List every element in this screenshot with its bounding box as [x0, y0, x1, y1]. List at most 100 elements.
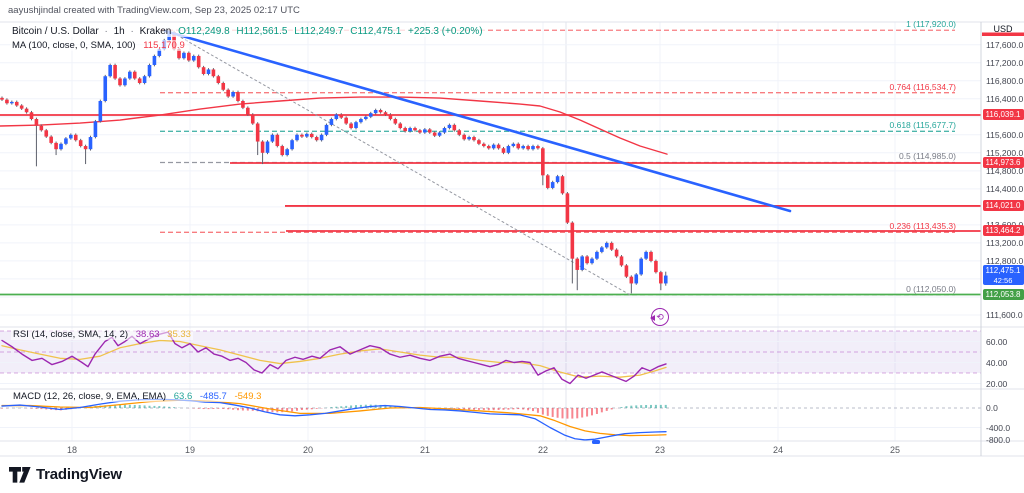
price-tick-label: 116,400.0	[986, 93, 1024, 104]
candle-body	[639, 258, 643, 275]
price-axis-currency-label[interactable]: USD	[993, 24, 1013, 34]
ma-legend[interactable]: MA (100, close, 0, SMA, 100) 115,170.9	[10, 40, 187, 51]
candle-body	[201, 67, 206, 74]
ma-legend-value: 115,170.9	[143, 40, 185, 51]
candle-body	[511, 143, 516, 147]
price-tick-label: 111,600.0	[986, 309, 1023, 320]
candle-body	[260, 141, 265, 153]
tradingview-logo-icon	[9, 466, 31, 483]
candle-body	[177, 49, 181, 59]
candle-body	[83, 146, 88, 150]
candle-body	[614, 249, 619, 257]
cursor-arrow-glyph: ⟲	[656, 311, 664, 322]
time-tick-label: 18	[66, 445, 78, 455]
candle-body	[555, 176, 560, 183]
ma-legend-label[interactable]: MA (100, close, 0, SMA, 100)	[12, 40, 136, 51]
tradingview-logo[interactable]: TradingView	[9, 466, 122, 483]
candle-body	[344, 117, 348, 124]
candle-body	[580, 256, 584, 270]
candle-body	[329, 119, 334, 125]
candle-body	[619, 256, 624, 266]
rsi-legend[interactable]: RSI (14, close, SMA, 14, 2) 38.63 35.33	[11, 329, 193, 340]
candle-body	[265, 141, 270, 153]
rsi-tick-label: 60.00	[986, 336, 1008, 347]
change-value: +225.3 (+0.20%)	[408, 26, 483, 37]
candle-body	[182, 52, 186, 59]
candle-body	[383, 112, 388, 115]
candle-body	[388, 114, 393, 120]
candle-body	[246, 107, 250, 115]
price-tick-label: 117,200.0	[986, 57, 1024, 68]
candle-body	[349, 123, 353, 129]
candle-body	[545, 175, 550, 188]
candle-body	[10, 101, 14, 104]
candle-body	[565, 193, 570, 223]
candle-body	[531, 146, 535, 150]
candle-body	[364, 116, 368, 120]
candle-body	[398, 123, 403, 129]
candle-body	[447, 124, 452, 129]
symbol-title[interactable]: Bitcoin / U.S. Dollar	[12, 26, 99, 37]
macd-legend-label[interactable]: MACD (12, 26, close, 9, EMA, EMA)	[13, 391, 167, 402]
candle-body	[39, 125, 44, 131]
candle-body	[609, 242, 614, 250]
candle-body	[516, 143, 521, 149]
candle-body	[24, 108, 29, 113]
candle-body	[629, 276, 634, 284]
time-axis-marker	[592, 440, 600, 444]
candle-body	[427, 129, 432, 133]
macd-tick-label: 0.0	[986, 403, 998, 413]
candle-body	[604, 242, 609, 248]
price-badge: 114,973.6	[982, 157, 1024, 168]
fib-level-label: 0.764 (116,534.7)	[889, 81, 956, 92]
candle-body	[113, 64, 117, 79]
close-value: 112,475.1	[357, 26, 402, 37]
rsi-sma-value: 35.33	[167, 329, 191, 340]
candle-body	[98, 101, 103, 122]
candle-body	[378, 110, 383, 113]
candle-body	[73, 134, 78, 141]
candle-body	[368, 113, 373, 117]
candle-body	[280, 146, 285, 156]
price-badge: 114,021.0	[982, 199, 1024, 211]
candle-body	[152, 55, 157, 65]
candle-body	[393, 119, 398, 124]
candle-body	[575, 258, 580, 270]
candle-body	[309, 133, 314, 138]
candle-body	[19, 105, 24, 109]
cursor-sticker-icon[interactable]: ⟲	[650, 308, 669, 326]
candle-body	[373, 110, 378, 114]
price-badge: 112,053.8	[982, 288, 1024, 300]
exchange-label[interactable]: Kraken	[139, 26, 172, 37]
candle-body	[300, 134, 304, 137]
interval-label[interactable]: 1h	[113, 26, 125, 37]
candle-body	[78, 140, 83, 147]
high-label: H	[236, 26, 244, 37]
descending-trendline	[163, 29, 792, 213]
macd-signal-line	[1, 399, 667, 437]
time-tick-label: 20	[302, 445, 314, 455]
time-tick-label: 25	[889, 445, 901, 455]
price-tick-label: 112,800.0	[986, 255, 1024, 266]
candle-body	[324, 124, 329, 135]
candle-body	[649, 251, 653, 261]
fib-diagonal-line	[167, 29, 633, 297]
candle-body	[305, 133, 309, 137]
candle-body	[521, 146, 525, 149]
candle-body	[103, 76, 108, 102]
candle-body	[423, 129, 427, 133]
symbol-legend[interactable]: Bitcoin / U.S. Dollar · 1h · Kraken O112…	[10, 26, 485, 37]
candle-body	[137, 78, 142, 83]
candle-body	[595, 251, 599, 259]
price-tick-label: 117,600.0	[986, 39, 1024, 50]
candle-body	[191, 55, 196, 61]
fib-level-label: 0.236 (113,435.3)	[889, 221, 956, 232]
time-tick-label: 21	[419, 445, 431, 455]
macd-legend[interactable]: MACD (12, 26, close, 9, EMA, EMA) 63.6 -…	[11, 391, 264, 402]
open-value: 112,249.8	[185, 26, 230, 37]
candle-body	[541, 148, 545, 176]
rsi-legend-label[interactable]: RSI (14, close, SMA, 14, 2)	[13, 329, 129, 340]
macd-signal-value: -549.3	[234, 391, 262, 402]
